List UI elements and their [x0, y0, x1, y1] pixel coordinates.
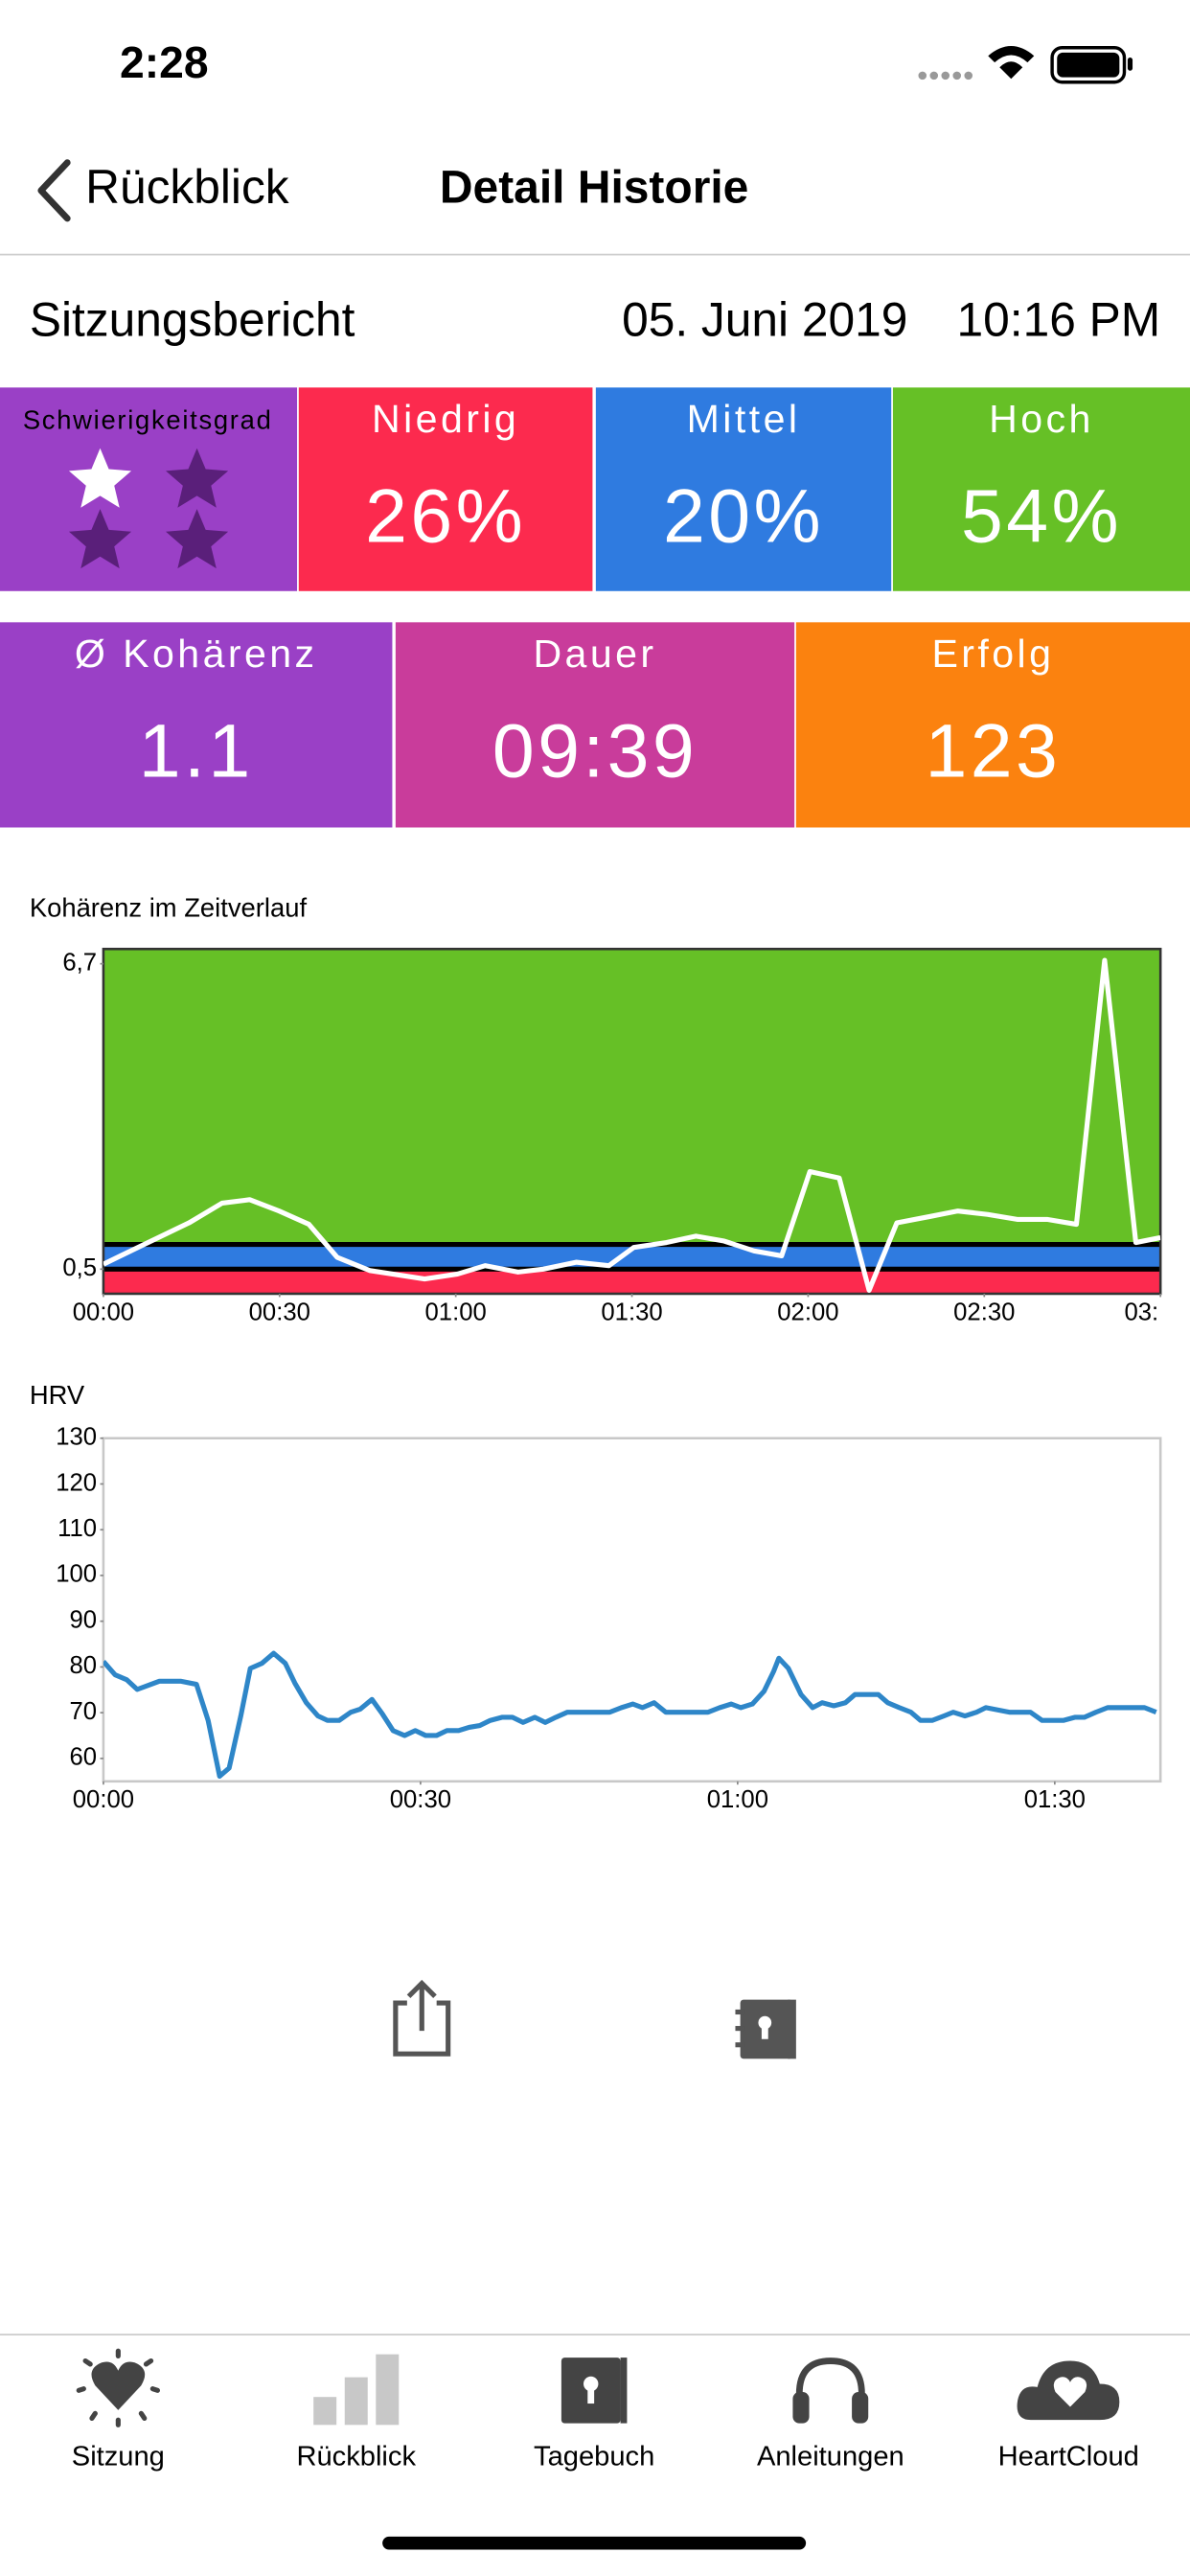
stat-label: Erfolg [931, 632, 1054, 676]
level-value: 26% [365, 474, 526, 559]
difficulty-star [166, 448, 229, 508]
x-tick-label: 01:00 [707, 1786, 768, 1813]
tab-label[interactable]: Tagebuch [534, 2441, 654, 2472]
stat-value: 123 [926, 709, 1062, 794]
level-label: Hoch [989, 397, 1094, 441]
difficulty-label: Schwierigkeitsgrad [23, 405, 273, 435]
level-tile [595, 387, 892, 591]
tab-icon-sitzung[interactable] [76, 2348, 161, 2427]
x-tick-label: 01:00 [425, 1299, 487, 1325]
x-tick-label: 01:30 [1024, 1786, 1086, 1813]
y-tick-label: 60 [69, 1744, 97, 1771]
level-tile [892, 387, 1190, 591]
status-icons [918, 46, 1133, 84]
level-tile [298, 387, 593, 591]
back-button[interactable]: Rückblick [85, 160, 289, 214]
report-time: 10:16 PM [957, 293, 1161, 347]
y-tick-label: 100 [56, 1561, 97, 1588]
chart-title: Kohärenz im Zeitverlauf [30, 892, 308, 922]
zone [103, 1269, 1161, 1294]
journal-button[interactable] [735, 1999, 796, 2059]
x-tick-label: 00:30 [390, 1786, 451, 1813]
y-tick-label: 110 [57, 1515, 97, 1542]
difficulty-star [68, 448, 132, 508]
tab-icon-heartcloud[interactable] [1017, 2360, 1120, 2421]
level-value: 54% [961, 474, 1122, 559]
y-tick-label: 90 [69, 1606, 97, 1633]
difficulty-tile [0, 387, 298, 591]
x-tick-label: 02:30 [953, 1299, 1015, 1325]
nav-title: Detail Historie [440, 162, 748, 213]
status-time: 2:28 [120, 37, 209, 87]
stat-tile [0, 622, 393, 828]
tab-label[interactable]: Rückblick [296, 2441, 416, 2472]
data-line [103, 1650, 1157, 1780]
tab-icon-rueckblick[interactable] [313, 2354, 400, 2426]
stat-value: 09:39 [492, 709, 698, 794]
y-tick-label: 80 [69, 1652, 97, 1679]
plot-frame [102, 1437, 1162, 1783]
stat-label: Ø Kohärenz [75, 632, 318, 676]
stat-tile [795, 622, 1190, 828]
tab-label[interactable]: HeartCloud [998, 2441, 1139, 2472]
x-tick-label: 02:00 [777, 1299, 838, 1325]
stat-value: 1.1 [139, 709, 254, 794]
x-tick-label: 00:30 [249, 1299, 310, 1325]
x-tick-label: 03: [1124, 1299, 1158, 1325]
level-value: 20% [663, 474, 824, 559]
tab-icon-anleitungen[interactable] [792, 2358, 869, 2424]
stat-label: Dauer [533, 632, 656, 676]
share-button[interactable] [393, 1979, 451, 2057]
difficulty-star [68, 509, 132, 569]
tab-label[interactable]: Anleitungen [757, 2441, 904, 2472]
back-chevron[interactable] [37, 159, 71, 222]
level-label: Niedrig [372, 397, 519, 441]
report-title: Sitzungsbericht [30, 293, 355, 347]
report-date: 05. Juni 2019 [622, 293, 907, 347]
tab-label[interactable]: Sitzung [72, 2441, 165, 2472]
x-tick-label: 01:30 [601, 1299, 662, 1325]
y-tick-label: 130 [56, 1424, 97, 1451]
home-indicator [382, 2536, 807, 2550]
level-label: Mittel [687, 397, 801, 441]
tab-icon-tagebuch[interactable] [561, 2358, 628, 2424]
chart-title: HRV [30, 1380, 85, 1410]
y-tick-label: 70 [69, 1698, 97, 1725]
y-tick-label: 120 [56, 1469, 97, 1496]
difficulty-star [166, 509, 229, 569]
data-line [103, 957, 1161, 1293]
y-tick-label: 0,5 [62, 1254, 97, 1281]
stat-tile [395, 622, 795, 828]
y-tick-label: 6,7 [62, 949, 97, 976]
x-tick-label: 00:00 [73, 1786, 134, 1813]
x-tick-label: 00:00 [73, 1299, 134, 1325]
zone [103, 949, 1161, 1245]
